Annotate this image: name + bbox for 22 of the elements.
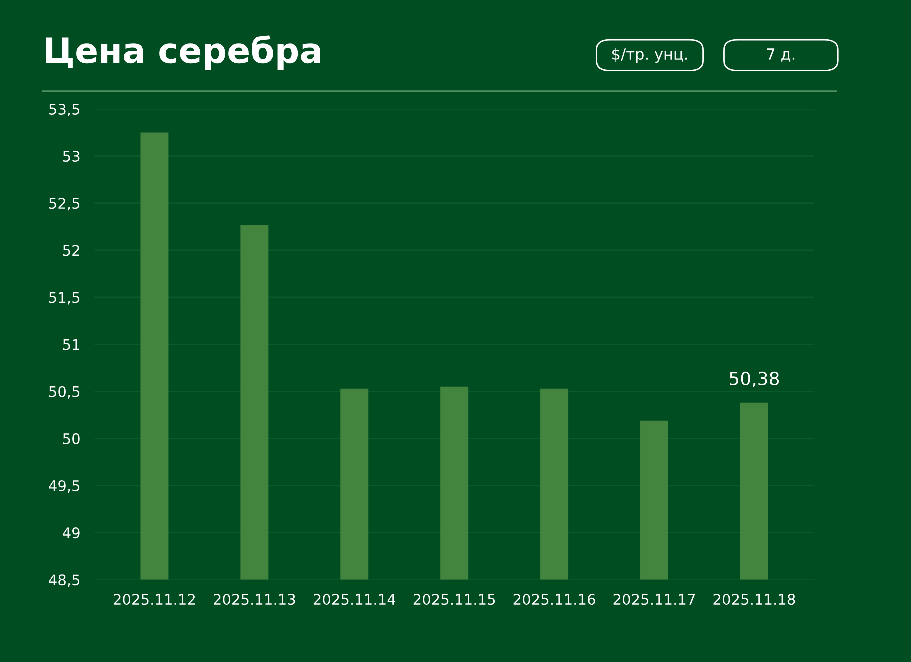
y-tick-label: 51,5 [50, 292, 80, 305]
y-tick-label: 49 [63, 528, 80, 539]
y-tick-label: 52,5 [50, 198, 80, 211]
x-tick-label: 2025.11.17 [614, 594, 696, 606]
y-tick-label: 49,5 [49, 480, 80, 494]
y-tick-label: 48,5 [49, 574, 80, 588]
y-tick-label: 51 [63, 339, 80, 350]
text: $/тр. унц. [612, 48, 688, 63]
y-tick-label: 52 [63, 245, 80, 256]
x-tick-label: 2025.11.13 [214, 594, 296, 606]
text: 7 д. [767, 48, 795, 62]
x-tick-label: 2025.11.12 [114, 594, 196, 606]
x-tick-label: 2025.11.16 [514, 594, 596, 606]
data-label: 50,38 [730, 372, 780, 388]
y-tick-label: 50 [63, 433, 80, 444]
x-tick-label: 2025.11.14 [314, 594, 396, 606]
x-tick-label: 2025.11.18 [714, 594, 796, 606]
x-tick-label: 2025.11.15 [414, 594, 496, 606]
y-tick-label: 53 [63, 151, 80, 162]
chart-title: Цена серебра [46, 36, 320, 70]
y-tick-label: 53,5 [50, 104, 80, 116]
y-tick-label: 50,5 [50, 386, 80, 399]
